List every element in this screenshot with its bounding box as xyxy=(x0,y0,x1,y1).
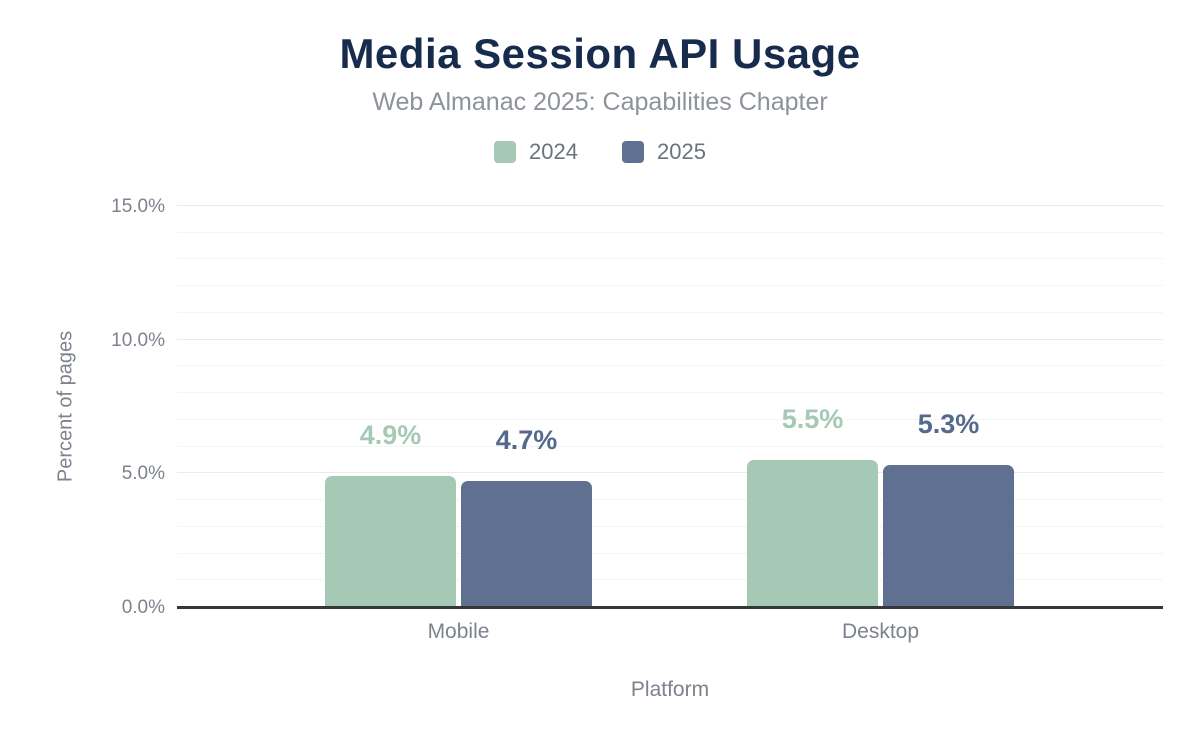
legend-label: 2024 xyxy=(529,139,578,164)
gridline-major xyxy=(177,205,1163,206)
legend-label: 2025 xyxy=(657,139,706,164)
legend-swatch-2024 xyxy=(494,141,517,163)
chart-subtitle: Web Almanac 2025: Capabilities Chapter xyxy=(372,88,828,116)
gridline-minor xyxy=(177,365,1163,367)
chart-title: Media Session API Usage xyxy=(339,30,861,77)
x-axis-line xyxy=(177,606,1163,609)
gridline-minor xyxy=(177,418,1163,420)
x-tick-label-mobile: Mobile xyxy=(427,620,490,643)
bar-value-label-2025-mobile: 4.7% xyxy=(495,425,558,456)
x-axis-title: Platform xyxy=(630,678,710,701)
gridline-minor xyxy=(177,445,1163,447)
gridline-minor xyxy=(177,552,1163,554)
bar-value-label-2025-desktop: 5.3% xyxy=(917,409,980,440)
y-tick-label: 10.0% xyxy=(111,329,165,351)
gridline-minor xyxy=(177,311,1163,313)
gridline-major xyxy=(177,338,1163,340)
plot-area: 4.9% 4.7% 5.5% 5.3% xyxy=(177,205,1163,609)
gridline-minor xyxy=(177,258,1163,260)
gridline-minor xyxy=(177,231,1163,233)
legend: 2024 2025 xyxy=(0,139,1200,165)
gridline-minor xyxy=(177,499,1163,501)
bar-2025-mobile xyxy=(461,481,592,607)
gridline-minor xyxy=(177,525,1163,527)
gridline-minor xyxy=(177,285,1163,287)
legend-swatch-2025 xyxy=(622,141,644,163)
bar-value-label-2024-mobile: 4.9% xyxy=(359,420,422,451)
legend-item-2025: 2025 xyxy=(622,139,706,165)
gridline-major xyxy=(177,472,1163,474)
bar-2024-desktop xyxy=(747,459,878,607)
y-tick-label: 15.0% xyxy=(111,196,165,217)
y-axis-title: Percent of pages xyxy=(54,330,77,483)
legend-item-2024: 2024 xyxy=(494,139,578,165)
y-tick-label: 0.0% xyxy=(121,597,165,618)
bar-2025-desktop xyxy=(883,465,1014,607)
bar-value-label-2024-desktop: 5.5% xyxy=(781,403,844,434)
gridline-minor xyxy=(177,579,1163,581)
x-tick-label-desktop: Desktop xyxy=(841,620,920,643)
bar-2024-mobile xyxy=(325,476,456,607)
y-tick-label: 5.0% xyxy=(121,463,165,485)
gridline-minor xyxy=(177,392,1163,394)
